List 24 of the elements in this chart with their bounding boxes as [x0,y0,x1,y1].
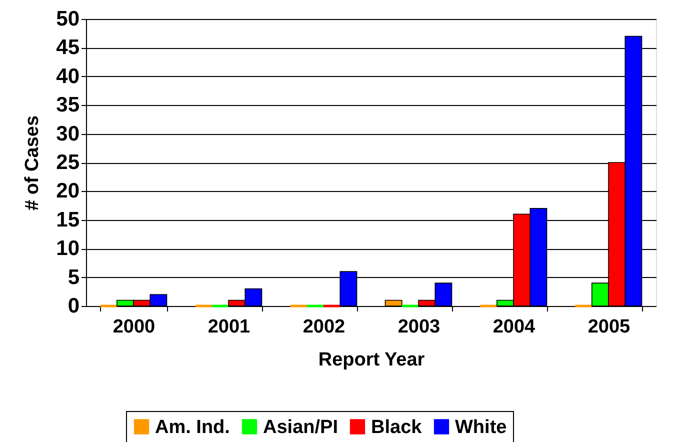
x-tick-label: 2002 [302,316,346,338]
legend-label: Black [371,416,422,438]
y-tick-label: 15 [56,208,80,232]
y-tick-label: 25 [56,151,80,174]
legend-label: Am. Ind. [155,416,230,438]
x-tick-label: 2000 [112,316,156,338]
bar [384,300,402,306]
y-tick-label: 20 [56,180,80,203]
x-axis-title: Report Year [318,350,426,370]
y-tick-label: 50 [56,8,80,30]
legend-label: Asian/PI [263,416,338,438]
y-axis-title: # of Cases [22,115,44,211]
x-tick-label: 2004 [492,316,536,338]
y-tick-label: 40 [56,64,80,88]
y-tick-label: 35 [56,94,80,117]
y-tick-label: 0 [68,294,80,318]
legend-label: White [455,416,507,438]
y-tick-label: 30 [56,122,80,146]
y-tick-label: 5 [68,266,80,289]
x-tick-label: 2005 [588,316,631,338]
y-tick-label: 45 [56,36,80,60]
x-tick-label: 2001 [208,316,251,338]
x-tick-label: 2003 [398,316,440,338]
y-tick-label: 10 [56,237,80,260]
